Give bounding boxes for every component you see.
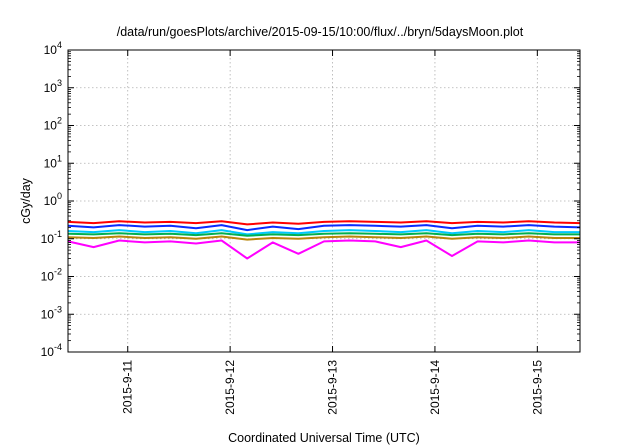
y-tick-exponent: -1 [54, 229, 62, 239]
y-tick-exponent: 4 [57, 40, 62, 50]
y-tick-exponent: -3 [54, 304, 62, 314]
x-tick-label: 2015-9-15 [530, 360, 544, 415]
series-group [67, 220, 581, 260]
series-line-6 [67, 239, 580, 260]
y-tick-exponent: 0 [57, 191, 62, 201]
y-tick-label: 102 [44, 116, 62, 133]
y-tick-base: 10 [44, 156, 58, 170]
series-line-3 [67, 229, 580, 236]
y-tick-base: 10 [41, 307, 55, 321]
y-tick-exponent: 2 [57, 116, 62, 126]
y-tick-base: 10 [44, 194, 58, 208]
x-tick-labels: 2015-9-11 2015-9-12 2015-9-13 2015-9-14 2015… [121, 360, 545, 415]
y-tick-label: 10-2 [41, 267, 62, 284]
x-tick-label: 2015-9-14 [428, 360, 442, 415]
chart-title: /data/run/goesPlots/archive/2015-09-15/1… [117, 25, 524, 39]
y-tick-label: 10-3 [41, 304, 62, 321]
y-tick-base: 10 [44, 43, 58, 57]
y-tick-base: 10 [41, 232, 55, 246]
y-tick-label: 103 [44, 78, 62, 95]
y-tick-label: 104 [44, 40, 62, 57]
y-tick-exponent: 1 [57, 153, 62, 163]
x-tick-label: 2015-9-13 [326, 360, 340, 415]
y-tick-exponent: 3 [57, 78, 62, 88]
series-line-4 [67, 232, 580, 237]
y-tick-base: 10 [44, 119, 58, 133]
x-tick-label: 2015-9-12 [223, 360, 237, 415]
y-tick-label: 10-1 [41, 229, 62, 246]
y-tick-base: 10 [44, 81, 58, 95]
y-tick-base: 10 [41, 345, 55, 359]
tick-marks [68, 49, 580, 353]
series-line-2 [67, 224, 581, 232]
series-line-1 [67, 220, 581, 226]
y-tick-exponent: -4 [54, 342, 62, 352]
x-axis-label: Coordinated Universal Time (UTC) [228, 431, 420, 445]
y-tick-label: 101 [44, 153, 62, 170]
series-line-5 [67, 235, 580, 241]
y-tick-exponent: -2 [54, 267, 62, 277]
y-axis-label: cGy/day [19, 177, 33, 224]
y-tick-base: 10 [41, 270, 55, 284]
x-tick-label: 2015-9-11 [121, 360, 135, 414]
y-tick-label: 10-4 [41, 342, 62, 359]
grid-lines [68, 50, 580, 352]
y-tick-label: 100 [44, 191, 62, 208]
